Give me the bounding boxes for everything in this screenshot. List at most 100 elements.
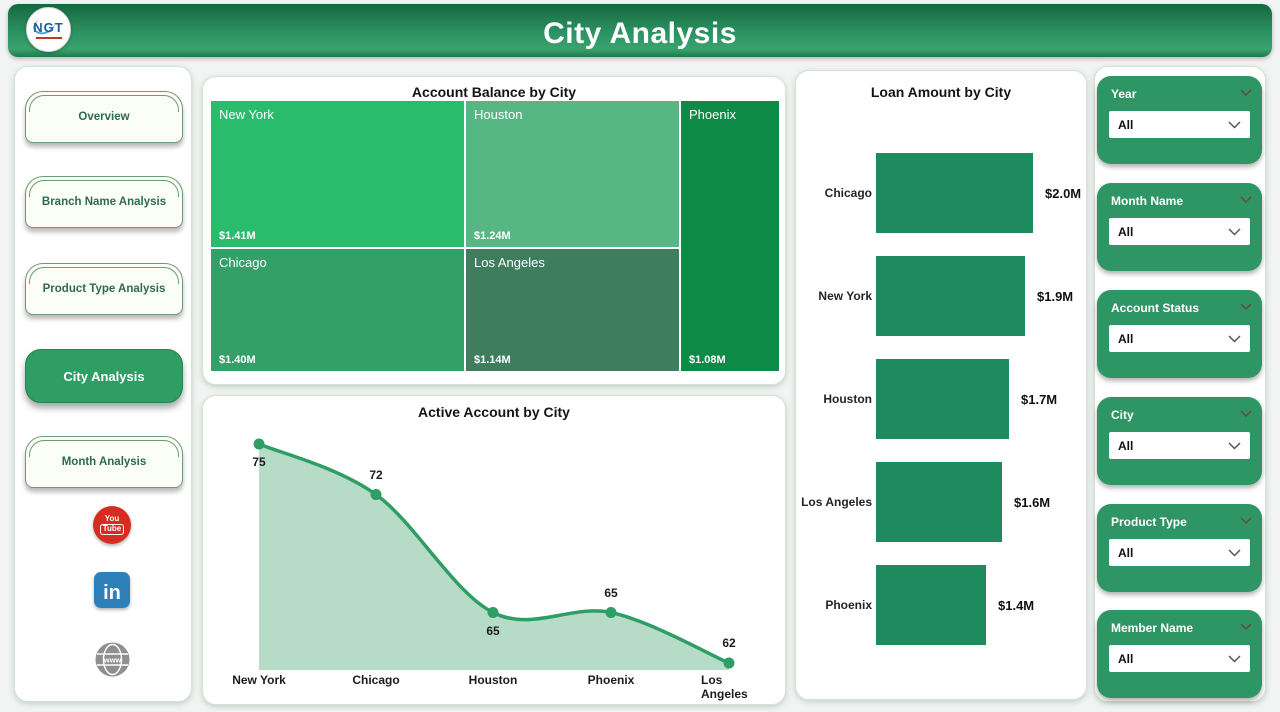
- point-value-label: 62: [722, 636, 736, 651]
- bar-new-york[interactable]: [876, 256, 1025, 336]
- point-value-label: 65: [604, 585, 618, 600]
- bar-los-angeles[interactable]: [876, 462, 1002, 542]
- filter-label: Member Name: [1111, 621, 1194, 635]
- sidebar-item-product-type-analysis[interactable]: Product Type Analysis: [25, 263, 183, 315]
- data-point-phoenix[interactable]: [605, 607, 617, 618]
- filter-label: Year: [1111, 87, 1137, 101]
- tile-city-label: Chicago: [219, 255, 267, 270]
- header-bar: City Analysis: [8, 4, 1272, 57]
- bar-houston[interactable]: [876, 359, 1009, 439]
- tile-value-label: $1.08M: [689, 354, 726, 366]
- bar-category-label: Houston: [823, 392, 872, 406]
- data-point-new-york[interactable]: [253, 438, 265, 450]
- youtube-text: Tube: [99, 524, 125, 535]
- data-point-los-angeles[interactable]: [723, 657, 735, 669]
- tile-value-label: $1.14M: [474, 354, 511, 366]
- account-status-dropdown[interactable]: All: [1109, 325, 1250, 352]
- sidebar-item-month-analysis[interactable]: Month Analysis: [25, 436, 183, 488]
- linkedin-text: in: [103, 582, 121, 604]
- bar-category-label: Chicago: [824, 186, 872, 200]
- chevron-down-icon[interactable]: [1240, 303, 1252, 310]
- chevron-down-icon[interactable]: [1240, 517, 1252, 524]
- youtube-icon[interactable]: You Tube: [93, 506, 131, 544]
- treemap-tile-chicago[interactable]: Chicago $1.40M: [211, 249, 464, 371]
- chevron-down-icon: [1228, 228, 1241, 235]
- data-point-houston[interactable]: [487, 607, 499, 618]
- dropdown-value: All: [1118, 651, 1134, 666]
- bar-phoenix[interactable]: [876, 565, 986, 645]
- svg-text:www: www: [103, 656, 122, 665]
- bar-category-label: New York: [818, 289, 872, 303]
- filter-label: Account Status: [1111, 301, 1200, 315]
- bar-row-chicago: Chicago $2.0M: [796, 153, 1086, 233]
- treemap-panel: Account Balance by City New York $1.41M …: [202, 76, 786, 385]
- chevron-down-icon[interactable]: [1240, 89, 1252, 96]
- filter-panel: [1094, 66, 1266, 702]
- x-axis-label: Chicago: [352, 673, 400, 687]
- website-globe-icon[interactable]: www: [94, 641, 131, 678]
- sidebar-item-label: Product Type Analysis: [42, 283, 166, 295]
- bar-row-los-angeles: Los Angeles $1.6M: [796, 462, 1086, 542]
- bar-chart-panel: Loan Amount by City Chicago $2.0M New Yo…: [795, 70, 1087, 700]
- sidebar-item-city-analysis[interactable]: City Analysis: [25, 349, 183, 403]
- tile-value-label: $1.24M: [474, 230, 511, 242]
- chevron-down-icon[interactable]: [1240, 196, 1252, 203]
- dropdown-value: All: [1118, 331, 1134, 346]
- product-type-dropdown[interactable]: All: [1109, 539, 1250, 566]
- member-name-dropdown[interactable]: All: [1109, 645, 1250, 672]
- youtube-text: You: [104, 514, 120, 524]
- treemap-tile-los-angeles[interactable]: Los Angeles $1.14M: [466, 249, 679, 371]
- tile-city-label: Houston: [474, 107, 523, 122]
- chevron-down-icon: [1228, 121, 1241, 128]
- sidebar-item-label: Branch Name Analysis: [41, 196, 167, 208]
- area-chart-title: Active Account by City: [418, 404, 570, 420]
- bar-row-houston: Houston $1.7M: [796, 359, 1086, 439]
- linkedin-icon[interactable]: in: [94, 572, 130, 608]
- treemap-tile-phoenix[interactable]: Phoenix $1.08M: [681, 101, 779, 371]
- chevron-down-icon: [1228, 655, 1241, 662]
- filter-card-year: Year All: [1097, 76, 1262, 164]
- dropdown-value: All: [1118, 224, 1134, 239]
- bar-chicago[interactable]: [876, 153, 1033, 233]
- point-value-label: 72: [369, 467, 383, 482]
- filter-card-account-status: Account Status All: [1097, 290, 1262, 378]
- x-axis-label: Houston: [468, 673, 518, 687]
- filter-label: Product Type: [1111, 515, 1187, 529]
- sidebar-item-label: Month Analysis: [61, 456, 147, 468]
- sidebar-item-branch-name-analysis[interactable]: Branch Name Analysis: [25, 176, 183, 228]
- dropdown-value: All: [1118, 545, 1134, 560]
- ngt-logo[interactable]: NGT: [26, 7, 71, 52]
- bar-value-label: $1.4M: [998, 597, 1035, 613]
- month-name-dropdown[interactable]: All: [1109, 218, 1250, 245]
- point-value-label: 65: [486, 623, 500, 638]
- filter-card-month-name: Month Name All: [1097, 183, 1262, 271]
- treemap-title: Account Balance by City: [411, 84, 577, 100]
- treemap-tile-houston[interactable]: Houston $1.24M: [466, 101, 679, 247]
- sidebar-item-overview[interactable]: Overview: [25, 91, 183, 143]
- area-chart-panel: Active Account by City 75 72 65 65 62 Ne…: [202, 395, 786, 705]
- tile-city-label: Los Angeles: [474, 255, 545, 270]
- bar-value-label: $1.6M: [1014, 494, 1051, 510]
- bar-category-label: Los Angeles: [801, 495, 872, 509]
- city-dropdown[interactable]: All: [1109, 432, 1250, 459]
- dropdown-value: All: [1118, 438, 1134, 453]
- chevron-down-icon[interactable]: [1240, 410, 1252, 417]
- tile-city-label: Phoenix: [689, 107, 736, 122]
- sidebar-item-label: City Analysis: [63, 368, 145, 384]
- chevron-down-icon[interactable]: [1240, 623, 1252, 630]
- bar-value-label: $1.7M: [1021, 391, 1058, 407]
- sidebar-item-label: Overview: [78, 111, 130, 123]
- bar-chart-title: Loan Amount by City: [870, 84, 1012, 100]
- year-dropdown[interactable]: All: [1109, 111, 1250, 138]
- bar-row-new-york: New York $1.9M: [796, 256, 1086, 336]
- chevron-down-icon: [1228, 442, 1241, 449]
- point-value-label: 75: [252, 455, 266, 469]
- filter-label: City: [1111, 408, 1134, 422]
- filter-card-member-name: Member Name All: [1097, 610, 1262, 698]
- data-point-chicago[interactable]: [370, 489, 382, 501]
- area-chart-plot: [253, 438, 735, 670]
- sidebar: Overview Branch Name Analysis Product Ty…: [14, 66, 192, 702]
- filter-label: Month Name: [1111, 194, 1183, 208]
- dropdown-value: All: [1118, 117, 1134, 132]
- treemap-tile-new-york[interactable]: New York $1.41M: [211, 101, 464, 247]
